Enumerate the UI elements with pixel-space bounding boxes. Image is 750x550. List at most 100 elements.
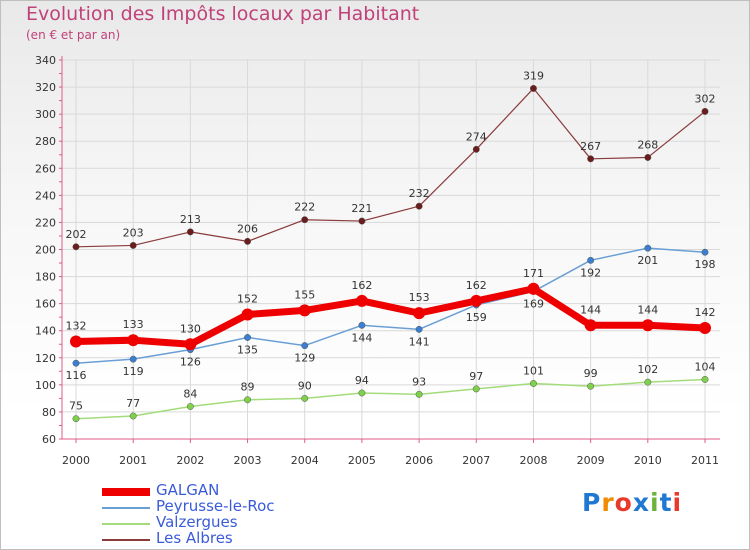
data-label-les-albres: 274: [466, 130, 487, 143]
x-tick-label-2009: 2009: [577, 454, 605, 467]
data-point-galgan: [184, 338, 197, 351]
legend-label-les-albres: Les Albres: [156, 529, 233, 547]
data-point-les-albres: [644, 154, 652, 161]
data-point-valzergues: [358, 389, 366, 397]
legend-swatch-galgan: [102, 488, 150, 496]
data-point-les-albres: [186, 228, 194, 236]
data-point-galgan: [241, 308, 254, 321]
y-tick-label-160: 160: [35, 298, 56, 311]
logo-letter: o: [614, 488, 633, 517]
data-label-valzergues: 77: [126, 397, 140, 410]
data-label-valzergues: 75: [69, 400, 83, 413]
data-label-les-albres: 267: [580, 140, 601, 153]
logo-letter: i: [650, 488, 660, 517]
data-label-peyrusse-le-roc: 116: [66, 369, 87, 382]
data-point-valzergues: [72, 415, 80, 423]
legend-swatch-peyrusse: [102, 507, 150, 509]
data-point-valzergues: [530, 380, 537, 387]
legend-swatch-valzergues: [102, 523, 150, 525]
data-label-valzergues: 102: [637, 363, 658, 376]
data-point-galgan: [127, 334, 140, 347]
data-point-valzergues: [415, 390, 423, 398]
legend-label-galgan: GALGAN: [156, 481, 220, 499]
data-label-peyrusse-le-roc: 192: [580, 266, 601, 279]
data-label-valzergues: 97: [469, 370, 483, 383]
data-point-galgan: [355, 294, 368, 307]
y-tick-label-320: 320: [35, 81, 56, 94]
data-point-peyrusse-le-roc: [644, 244, 652, 252]
y-tick-label-60: 60: [42, 433, 56, 446]
data-label-galgan: 132: [66, 320, 87, 333]
data-label-les-albres: 202: [66, 228, 87, 241]
y-tick-label-180: 180: [35, 271, 56, 284]
data-point-les-albres: [72, 243, 80, 251]
x-tick-label-2003: 2003: [234, 454, 262, 467]
data-point-valzergues: [701, 375, 709, 383]
y-tick-label-300: 300: [35, 108, 56, 121]
logo-letter: x: [632, 488, 650, 517]
data-point-galgan: [413, 307, 426, 320]
data-label-valzergues: 89: [241, 381, 255, 394]
data-point-valzergues: [587, 382, 595, 390]
data-label-les-albres: 319: [523, 69, 544, 82]
x-tick-label-2005: 2005: [348, 454, 376, 467]
data-label-galgan: 162: [466, 279, 487, 292]
data-point-les-albres: [472, 145, 480, 153]
legend-label-peyrusse: Peyrusse-le-Roc: [156, 497, 275, 515]
data-point-valzergues: [129, 412, 137, 420]
data-point-galgan: [699, 322, 711, 335]
legend-label-valzergues: Valzergues: [156, 513, 238, 531]
data-label-galgan: 144: [637, 303, 658, 316]
data-label-valzergues: 93: [412, 375, 426, 388]
x-tick-label-2010: 2010: [634, 454, 662, 467]
proxiti-logo: Proxiti: [582, 488, 682, 517]
series-line-valzergues: [75, 378, 706, 420]
data-label-les-albres: 206: [237, 222, 258, 235]
data-label-galgan: 133: [123, 318, 144, 331]
data-label-valzergues: 101: [523, 365, 544, 378]
x-tick-label-2002: 2002: [176, 454, 204, 467]
y-tick-label-340: 340: [35, 54, 56, 67]
x-tick-label-2007: 2007: [462, 454, 490, 467]
data-point-les-albres: [530, 84, 537, 92]
data-point-peyrusse-le-roc: [587, 256, 595, 264]
data-point-les-albres: [358, 217, 366, 225]
data-label-peyrusse-le-roc: 126: [180, 356, 201, 369]
data-point-galgan: [584, 319, 597, 332]
x-tick-label-2000: 2000: [62, 454, 90, 467]
data-point-galgan: [70, 335, 82, 348]
data-label-valzergues: 84: [183, 388, 197, 401]
data-label-les-albres: 222: [294, 201, 315, 214]
x-tick-label-2004: 2004: [291, 454, 319, 467]
logo-letter: i: [672, 488, 683, 517]
data-label-galgan: 171: [523, 267, 544, 280]
data-point-les-albres: [415, 202, 423, 210]
logo-letter: t: [659, 488, 673, 517]
data-label-galgan: 153: [409, 291, 430, 304]
data-point-peyrusse-le-roc: [129, 355, 137, 363]
data-point-valzergues: [186, 403, 194, 410]
data-point-les-albres: [129, 241, 137, 249]
series-line-galgan: [75, 285, 706, 348]
x-tick-label-2006: 2006: [405, 454, 433, 467]
data-point-les-albres: [701, 107, 709, 115]
data-label-les-albres: 268: [637, 138, 658, 151]
chart-subtitle: (en € et par an): [26, 28, 121, 42]
data-label-peyrusse-le-roc: 129: [294, 352, 315, 365]
x-tick-label-2011: 2011: [691, 454, 719, 467]
data-point-galgan: [470, 294, 483, 307]
data-label-peyrusse-le-roc: 159: [466, 311, 487, 324]
data-point-peyrusse-le-roc: [244, 334, 251, 341]
data-point-valzergues: [244, 396, 251, 404]
data-label-peyrusse-le-roc: 135: [237, 343, 258, 356]
data-label-les-albres: 232: [409, 187, 430, 200]
data-label-les-albres: 302: [695, 92, 716, 105]
y-tick-label-220: 220: [35, 216, 56, 229]
series-line-peyrusse-le-roc: [75, 247, 706, 364]
data-point-les-albres: [301, 216, 309, 224]
data-label-peyrusse-le-roc: 198: [695, 258, 716, 271]
data-point-les-albres: [244, 237, 251, 245]
data-label-les-albres: 203: [123, 226, 144, 239]
data-label-valzergues: 94: [355, 374, 369, 387]
